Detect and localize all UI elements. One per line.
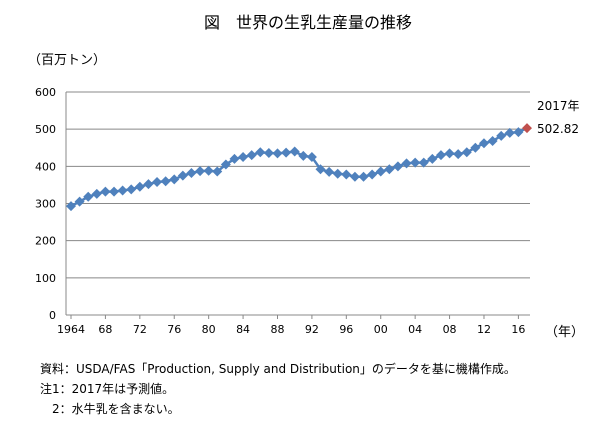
data-point	[83, 191, 94, 202]
y-tick-label: 500	[35, 123, 56, 136]
data-point	[117, 185, 128, 196]
data-point	[401, 158, 412, 169]
x-tick-label: 72	[133, 323, 147, 336]
y-axis-label: （百万トン）	[28, 53, 106, 68]
data-point	[91, 188, 102, 199]
y-tick-label: 300	[35, 198, 56, 211]
data-point	[186, 168, 197, 179]
data-point	[444, 148, 455, 159]
data-point	[513, 127, 524, 138]
data-point	[478, 138, 489, 149]
data-point	[66, 201, 76, 212]
data-point	[143, 179, 154, 190]
data-point	[315, 164, 326, 175]
x-tick-label: 80	[202, 323, 216, 336]
data-point	[375, 166, 386, 177]
x-tick-label: 08	[443, 323, 457, 336]
data-point	[298, 150, 309, 161]
data-point	[169, 174, 180, 185]
x-tick-label: 04	[408, 323, 422, 336]
data-point	[496, 130, 507, 141]
data-point	[392, 161, 403, 172]
data-point	[453, 149, 464, 160]
note-1: 注1：2017年は予測値。	[40, 382, 175, 396]
data-point	[255, 147, 266, 158]
data-point	[238, 152, 249, 163]
highlight-data-point	[522, 123, 532, 134]
data-point	[160, 176, 171, 187]
data-point	[324, 166, 335, 177]
data-point	[220, 159, 231, 170]
data-point	[427, 153, 438, 164]
data-point	[410, 157, 421, 168]
data-point	[177, 170, 188, 181]
data-point	[341, 169, 352, 180]
x-tick-label: 92	[305, 323, 319, 336]
y-tick-label: 200	[35, 235, 56, 248]
note-2: 2：水牛乳を含まない。	[40, 402, 180, 416]
data-point	[212, 166, 223, 177]
data-point	[203, 165, 214, 176]
data-point	[281, 147, 292, 158]
x-tick-label: 96	[339, 323, 353, 336]
chart-title: 図 世界の生乳生産量の推移	[204, 13, 412, 32]
annotation-year: 2017年	[537, 99, 580, 113]
x-tick-label: 00	[374, 323, 388, 336]
data-point	[435, 150, 446, 161]
data-point	[384, 164, 395, 175]
data-point	[349, 171, 360, 182]
data-point	[289, 146, 300, 157]
x-tick-label: 16	[511, 323, 525, 336]
data-point	[461, 147, 472, 158]
y-tick-label: 100	[35, 272, 56, 285]
data-point	[74, 196, 85, 207]
data-point	[229, 153, 240, 164]
data-point	[195, 166, 206, 177]
x-tick-label: 12	[477, 323, 491, 336]
line-chart: 図 世界の生乳生産量の推移 （百万トン） （年） 0 100 200 300 400 50…	[28, 13, 584, 340]
data-point	[246, 150, 257, 161]
data-point	[152, 176, 163, 187]
x-tick-label: 84	[236, 323, 250, 336]
x-tick-label: 88	[270, 323, 284, 336]
source-note: 資料：USDA/FAS「Production, Supply and Distr…	[40, 362, 516, 376]
series-line	[70, 126, 528, 208]
annotation-value: 502.82	[537, 122, 579, 136]
y-tick-label: 0	[49, 309, 56, 322]
y-tick-label: 600	[35, 86, 56, 99]
x-tick-label: 68	[98, 323, 112, 336]
data-point	[272, 148, 283, 159]
data-point	[332, 168, 343, 179]
data-point	[358, 171, 369, 182]
data-point	[126, 184, 137, 195]
x-axis-label: （年）	[545, 325, 584, 340]
data-point	[487, 136, 498, 147]
data-point	[470, 142, 481, 153]
data-point	[109, 186, 120, 197]
y-tick-label: 400	[35, 160, 56, 173]
x-tick-label: 1964	[57, 323, 85, 336]
data-point	[367, 169, 378, 180]
data-point	[418, 157, 429, 168]
data-point	[134, 181, 145, 192]
data-point	[504, 127, 515, 138]
x-tick-label: 76	[167, 323, 181, 336]
data-point	[100, 186, 111, 197]
data-point	[306, 152, 317, 163]
data-point	[263, 147, 274, 158]
